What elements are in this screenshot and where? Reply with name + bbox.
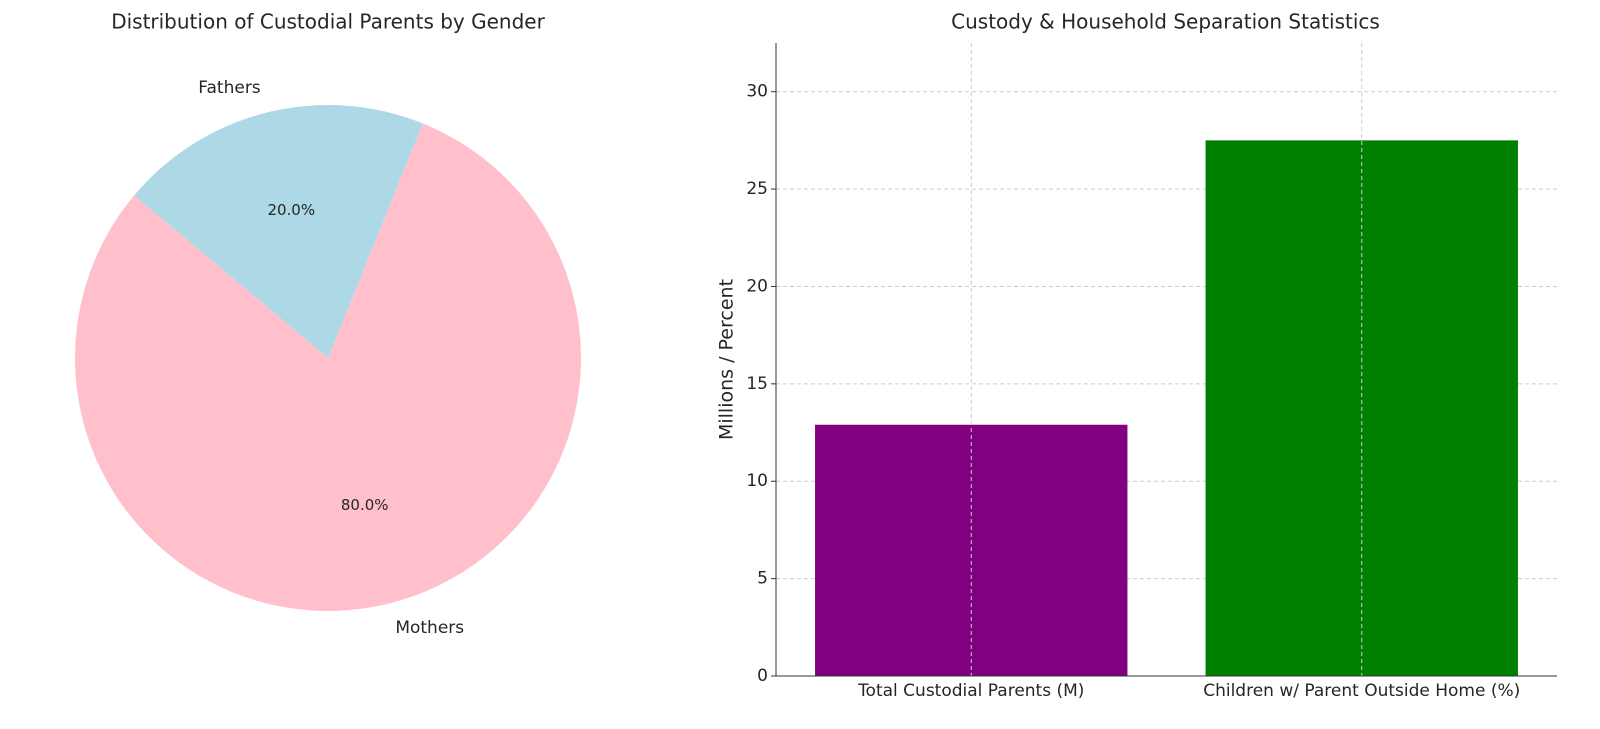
y-tick-label: 5 <box>757 569 768 589</box>
chart-title: Distribution of Custodial Parents by Gen… <box>111 10 545 34</box>
slice-label: Mothers <box>395 618 464 638</box>
chart-title: Custody & Household Separation Statistic… <box>951 10 1380 34</box>
y-tick-label: 20 <box>746 276 768 296</box>
pie-slice <box>134 104 423 358</box>
y-axis-label: Millions / Percent <box>716 279 738 440</box>
x-tick-label: Children w/ Parent Outside Home (%) <box>1203 681 1520 701</box>
y-tick-label: 30 <box>746 82 768 102</box>
x-tick-label: Total Custodial Parents (M) <box>857 681 1084 701</box>
pie-slice <box>74 123 582 611</box>
slice-percent: 20.0% <box>267 201 315 219</box>
slice-label: Fathers <box>198 78 261 98</box>
y-tick-label: 0 <box>757 666 768 686</box>
slice-percent: 80.0% <box>341 496 389 514</box>
y-tick-label: 10 <box>746 471 768 491</box>
y-tick-label: 25 <box>746 179 768 199</box>
y-tick-label: 15 <box>746 374 768 394</box>
